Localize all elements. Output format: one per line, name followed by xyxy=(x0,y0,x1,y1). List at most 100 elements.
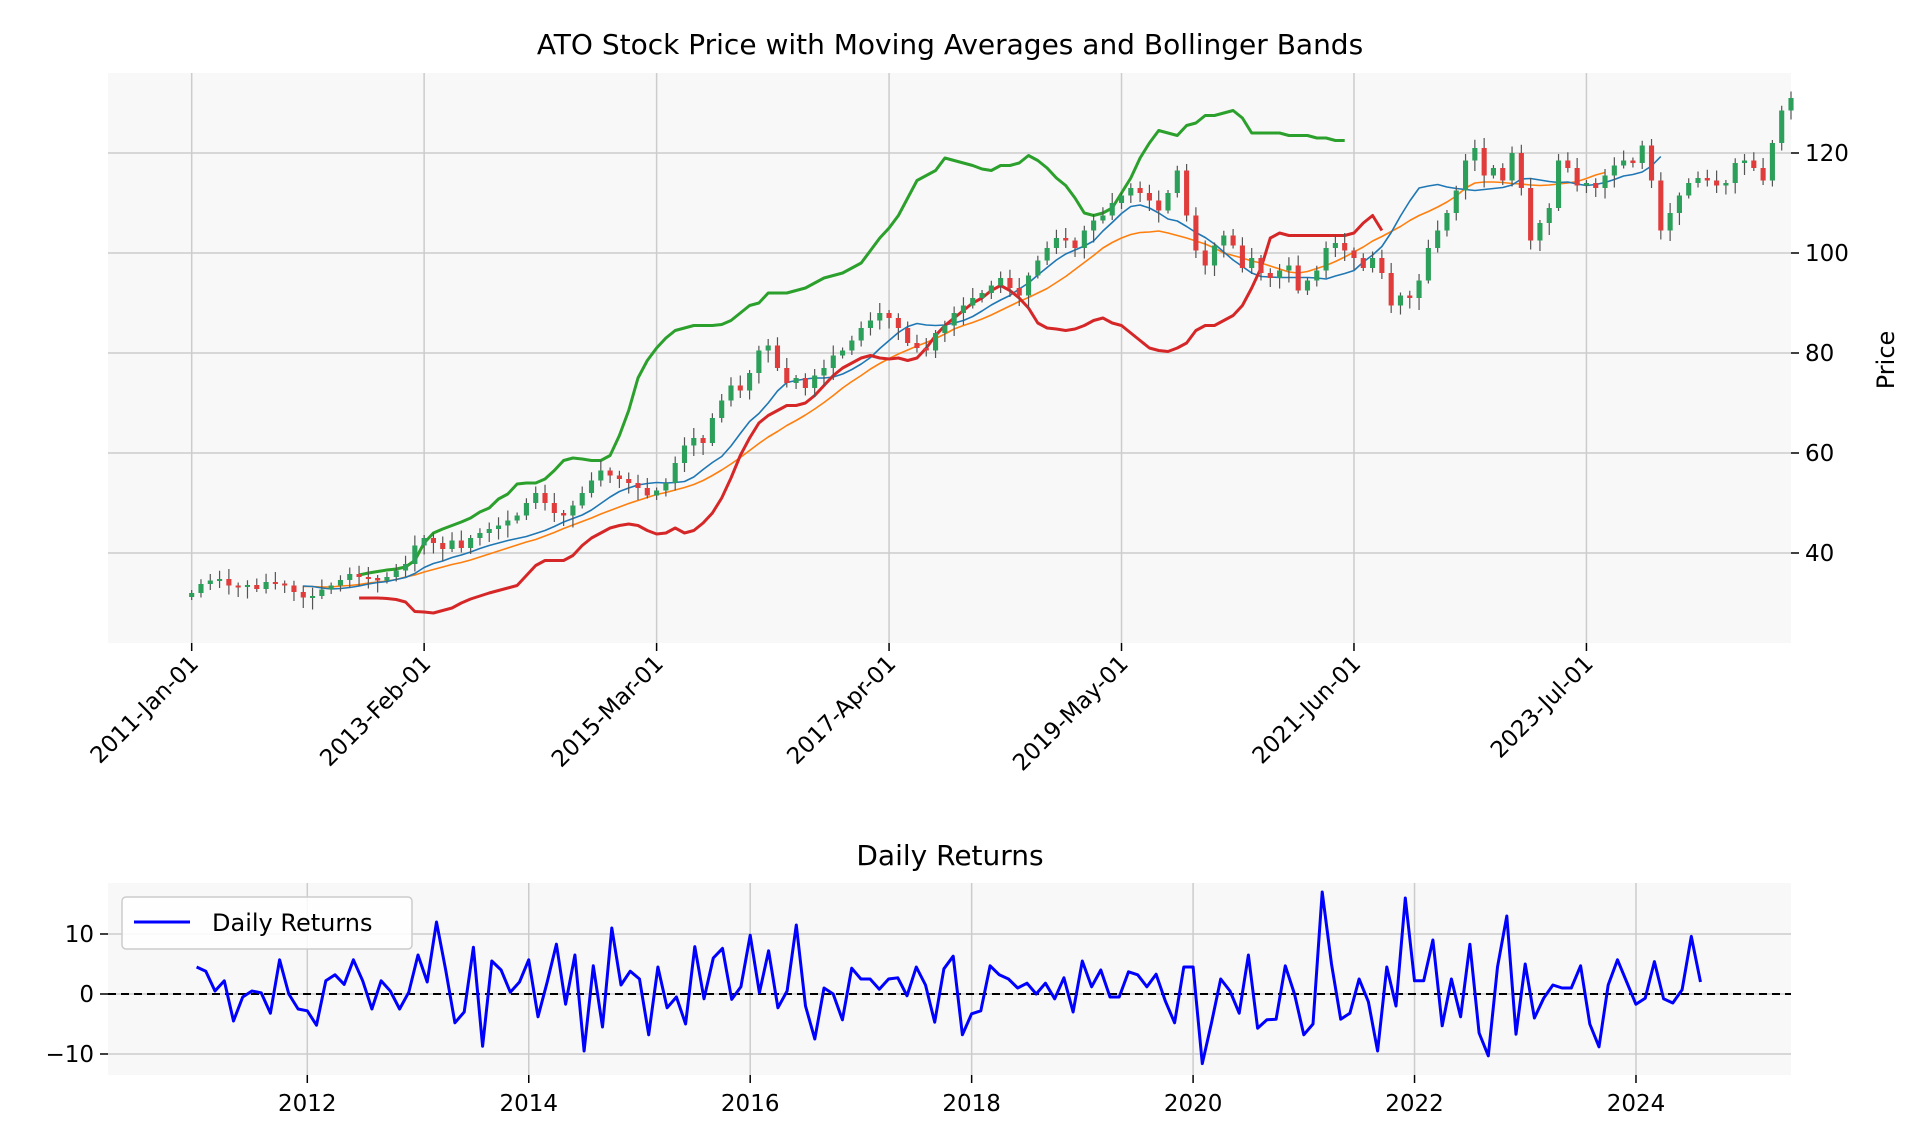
candle-body-up xyxy=(1769,143,1775,181)
candle-body-up xyxy=(840,350,846,356)
candle-body-up xyxy=(998,278,1004,286)
price-x-tick-label: 2013-Feb-01 xyxy=(315,651,436,772)
price-y-axis: 40 60 80 100 120 xyxy=(1791,141,1849,567)
candle-body-down xyxy=(737,385,743,391)
candle-body-up xyxy=(1370,258,1376,268)
candle-body-up xyxy=(1100,215,1106,221)
candle-body-up xyxy=(1286,265,1292,271)
candle-body-up xyxy=(681,445,688,463)
candle-body-up xyxy=(1053,238,1059,248)
candle-body-up xyxy=(960,305,967,313)
candle-body-down xyxy=(1500,168,1506,181)
returns-y-axis: −10 0 10 xyxy=(45,922,108,1068)
candle-body-up xyxy=(319,589,325,596)
candle-body-up xyxy=(932,333,939,351)
returns-x-tick-label: 2020 xyxy=(1164,1091,1223,1117)
candle-body-down xyxy=(1360,258,1366,268)
candle-body-up xyxy=(1425,248,1431,281)
candle-body-down xyxy=(1714,180,1720,186)
candle-body-down xyxy=(1016,288,1022,296)
candle-body-down xyxy=(1193,215,1199,251)
candle-body-up xyxy=(1435,230,1441,248)
candle-body-up xyxy=(765,345,771,351)
candle-body-down xyxy=(1137,188,1143,193)
candle-body-up xyxy=(1555,160,1562,208)
candle-body-up xyxy=(514,515,520,521)
candle-body-up xyxy=(328,585,334,590)
candle-body-down xyxy=(1658,180,1664,231)
candle-body-up xyxy=(495,525,502,529)
candle-body-down xyxy=(1072,240,1078,248)
candle-body-down xyxy=(254,585,260,589)
candle-body-up xyxy=(951,313,957,326)
candle-body-down xyxy=(774,345,781,368)
candle-body-down xyxy=(1258,258,1264,273)
candle-body-up xyxy=(337,580,344,586)
candle-body-up xyxy=(570,505,576,516)
candle-body-up xyxy=(263,582,269,589)
candle-body-down xyxy=(635,483,641,488)
candle-body-down xyxy=(272,582,278,584)
candle-body-down xyxy=(282,583,288,586)
candle-body-up xyxy=(1277,270,1283,278)
candle-body-up xyxy=(198,584,204,593)
candle-body-down xyxy=(802,378,808,388)
returns-legend: Daily Returns xyxy=(121,896,413,950)
daily-returns-line xyxy=(195,890,1702,1066)
candle-body-up xyxy=(310,596,316,598)
candle-body-up xyxy=(1509,153,1515,181)
returns-series-line xyxy=(195,890,1702,1066)
price-x-tick-label: 2019-May-01 xyxy=(1008,651,1134,777)
candle-body-down xyxy=(895,318,901,328)
candle-body-up xyxy=(877,313,883,321)
candle-body-up xyxy=(449,540,455,549)
candle-body-down xyxy=(905,328,911,343)
candle-body-up xyxy=(719,400,725,418)
candle-body-up xyxy=(468,538,474,548)
price-x-tick-label: 2011-Jan-01 xyxy=(86,651,204,769)
candle-body-down xyxy=(458,540,464,548)
candle-body-up xyxy=(979,293,985,298)
candle-body-up xyxy=(728,385,734,401)
price-x-tick-label: 2021-Jun-01 xyxy=(1248,651,1367,770)
candle-body-up xyxy=(1044,248,1050,261)
returns-chart-panel: Daily Returns −10 0 10 2012 2014 2016 2018 202… xyxy=(45,839,1791,1117)
candle-body-up xyxy=(393,570,399,577)
candle-body-up xyxy=(421,538,427,546)
candle-body-down xyxy=(1007,278,1013,288)
price-chart-title: ATO Stock Price with Moving Averages and… xyxy=(537,28,1363,61)
candle-body-down xyxy=(1648,145,1655,181)
price-x-axis: 2011-Jan-01 2013-Feb-01 2015-Mar-01 2017-Ap… xyxy=(86,643,1599,776)
candle-body-down xyxy=(1388,273,1394,306)
candle-body-up xyxy=(207,580,213,584)
candle-body-up xyxy=(1091,220,1097,231)
price-x-tick-label: 2023-Jul-01 xyxy=(1486,651,1599,764)
candle-body-up xyxy=(189,593,195,597)
candle-body-down xyxy=(291,585,297,592)
candle-body-down xyxy=(375,578,381,581)
candle-body-up xyxy=(1314,270,1320,281)
candle-body-up xyxy=(477,533,483,538)
candle-body-down xyxy=(430,538,436,543)
candle-body-up xyxy=(1611,165,1617,176)
candle-body-down xyxy=(1528,188,1534,241)
candle-body-down xyxy=(626,479,632,483)
returns-x-tick-label: 2014 xyxy=(499,1091,558,1117)
candle-body-down xyxy=(1156,200,1162,211)
candle-body-down xyxy=(784,368,790,383)
candle-body-up xyxy=(579,493,585,506)
price-y-tick-label: 60 xyxy=(1805,441,1834,467)
candle-body-up xyxy=(1621,160,1627,166)
returns-y-tick-label: 10 xyxy=(65,922,94,948)
price-candles xyxy=(189,91,1794,610)
candle-body-up xyxy=(1472,148,1478,161)
price-x-tick-label: 2017-Apr-01 xyxy=(782,651,901,770)
candle-body-up xyxy=(1779,110,1785,143)
returns-x-tick-label: 2024 xyxy=(1607,1091,1666,1117)
price-y-axis-label: Price xyxy=(1872,331,1900,390)
returns-x-tick-label: 2022 xyxy=(1385,1091,1444,1117)
candle-body-up xyxy=(1723,183,1729,186)
returns-x-tick-label: 2012 xyxy=(278,1091,337,1117)
candle-body-up xyxy=(1109,203,1115,216)
